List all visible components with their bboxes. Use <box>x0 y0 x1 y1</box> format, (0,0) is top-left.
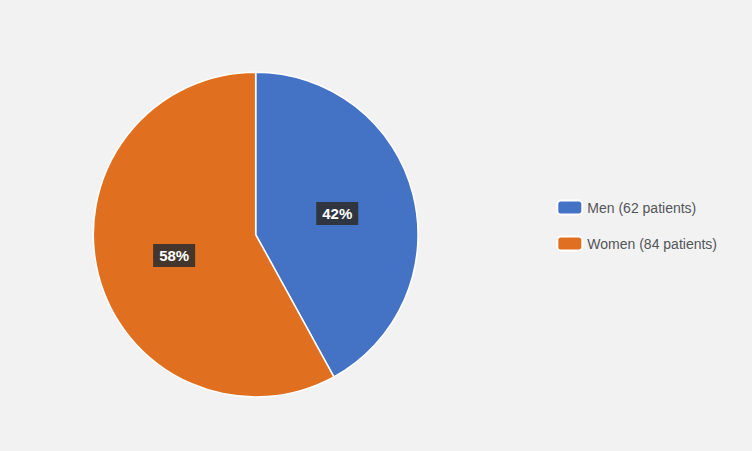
svg-text:Women (84 patients): Women (84 patients) <box>587 236 717 252</box>
svg-text:42%: 42% <box>322 205 352 222</box>
svg-text:58%: 58% <box>159 247 189 264</box>
svg-text:Men (62 patients): Men (62 patients) <box>587 200 696 216</box>
